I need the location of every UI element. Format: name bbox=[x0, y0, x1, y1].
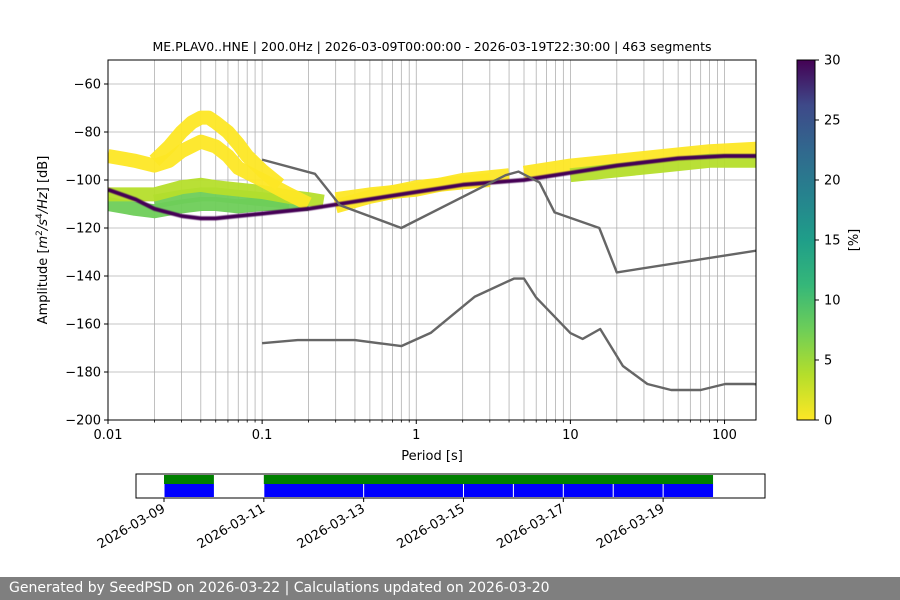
psd-density-band bbox=[569, 153, 756, 183]
timeline-tick-label: 2026-03-15 bbox=[395, 501, 468, 552]
noise-models bbox=[261, 158, 756, 392]
timeline-tick-label: 2026-03-13 bbox=[295, 501, 368, 552]
x-tick-label: 1 bbox=[412, 428, 420, 443]
segment-bar bbox=[563, 484, 614, 497]
timeline-tick-label: 2026-03-19 bbox=[594, 501, 667, 552]
segment-bar bbox=[663, 484, 714, 497]
coverage-bar bbox=[164, 475, 214, 484]
x-tick-label: 100 bbox=[712, 428, 737, 443]
x-axis: 0.01 0.1 1 10 100 bbox=[94, 420, 737, 443]
y-tick-label: −180 bbox=[65, 366, 101, 381]
segment-bar bbox=[513, 484, 564, 497]
colorbar-axis: 0 5 10 15 20 25 30 bbox=[815, 54, 841, 429]
segment-bar bbox=[164, 484, 214, 497]
segment-bar bbox=[263, 484, 364, 497]
psd-density-band bbox=[153, 187, 290, 209]
y-axis-label-unit: m bbox=[36, 236, 51, 249]
x-tick-label: 0.1 bbox=[252, 428, 273, 443]
segment-bar bbox=[463, 484, 514, 497]
footer-text: Generated by SeedPSD on 2026-03-22 | Cal… bbox=[9, 580, 550, 596]
psd-density-band bbox=[334, 168, 510, 207]
y-axis-label-suffix: ] [dB] bbox=[36, 156, 51, 193]
chart: ME.PLAV0..HNE | 200.0Hz | 2026-03-09T00:… bbox=[35, 39, 862, 552]
colorbar-tick-label: 30 bbox=[824, 54, 841, 69]
x-axis-label: Period [s] bbox=[401, 449, 463, 464]
timeline-tick-label: 2026-03-09 bbox=[95, 501, 168, 552]
timeline-tick-label: 2026-03-17 bbox=[494, 501, 567, 552]
y-axis-label-unit: /Hz bbox=[36, 191, 51, 214]
colorbar bbox=[796, 59, 816, 421]
y-axis: −60 −80 −100 −120 −140 −160 −180 −200 bbox=[65, 78, 108, 429]
timeline-axis: 2026-03-09 2026-03-11 2026-03-13 2026-03-15… bbox=[95, 498, 667, 552]
timeline-tick-label: 2026-03-11 bbox=[195, 501, 268, 552]
segment-bar bbox=[613, 484, 664, 497]
coverage-bar bbox=[263, 475, 714, 484]
y-axis-label-unit: /s bbox=[36, 219, 51, 231]
y-tick-label: −120 bbox=[65, 222, 101, 237]
colorbar-tick-label: 15 bbox=[824, 234, 841, 249]
y-tick-label: −60 bbox=[74, 78, 101, 93]
colorbar-tick-label: 0 bbox=[824, 414, 832, 429]
y-tick-label: −160 bbox=[65, 318, 101, 333]
y-tick-label: −80 bbox=[74, 126, 101, 141]
plot-frame bbox=[107, 59, 757, 421]
x-tick-label: 0.01 bbox=[94, 428, 123, 443]
y-tick-label: −100 bbox=[65, 174, 101, 189]
y-tick-label: −200 bbox=[65, 414, 101, 429]
y-axis-label-prefix: Amplitude [ bbox=[36, 248, 51, 324]
chart-title: ME.PLAV0..HNE | 200.0Hz | 2026-03-09T00:… bbox=[153, 39, 712, 54]
colorbar-label: [%] bbox=[847, 229, 862, 252]
y-tick-label: −140 bbox=[65, 270, 101, 285]
high-noise-model-line bbox=[261, 158, 756, 274]
psd-density-band bbox=[149, 110, 285, 191]
y-axis-label-exp: 4 bbox=[35, 213, 45, 219]
colorbar-tick-label: 25 bbox=[824, 114, 841, 129]
psd-density-band bbox=[522, 141, 756, 180]
timeline-frame bbox=[135, 473, 766, 499]
psd-heatmap bbox=[108, 110, 756, 221]
x-tick-label: 10 bbox=[562, 428, 579, 443]
colorbar-tick-label: 5 bbox=[824, 354, 832, 369]
segment-bar bbox=[363, 484, 464, 497]
colorbar-tick-label: 20 bbox=[824, 174, 841, 189]
colorbar-tick-label: 10 bbox=[824, 294, 841, 309]
footer: Generated by SeedPSD on 2026-03-22 | Cal… bbox=[0, 577, 900, 600]
y-axis-label: Amplitude [m2/s4/Hz] [dB] bbox=[35, 156, 51, 325]
y-axis-label-exp: 2 bbox=[35, 230, 45, 236]
low-noise-model-line bbox=[261, 277, 756, 392]
segment-timeline bbox=[163, 475, 714, 497]
